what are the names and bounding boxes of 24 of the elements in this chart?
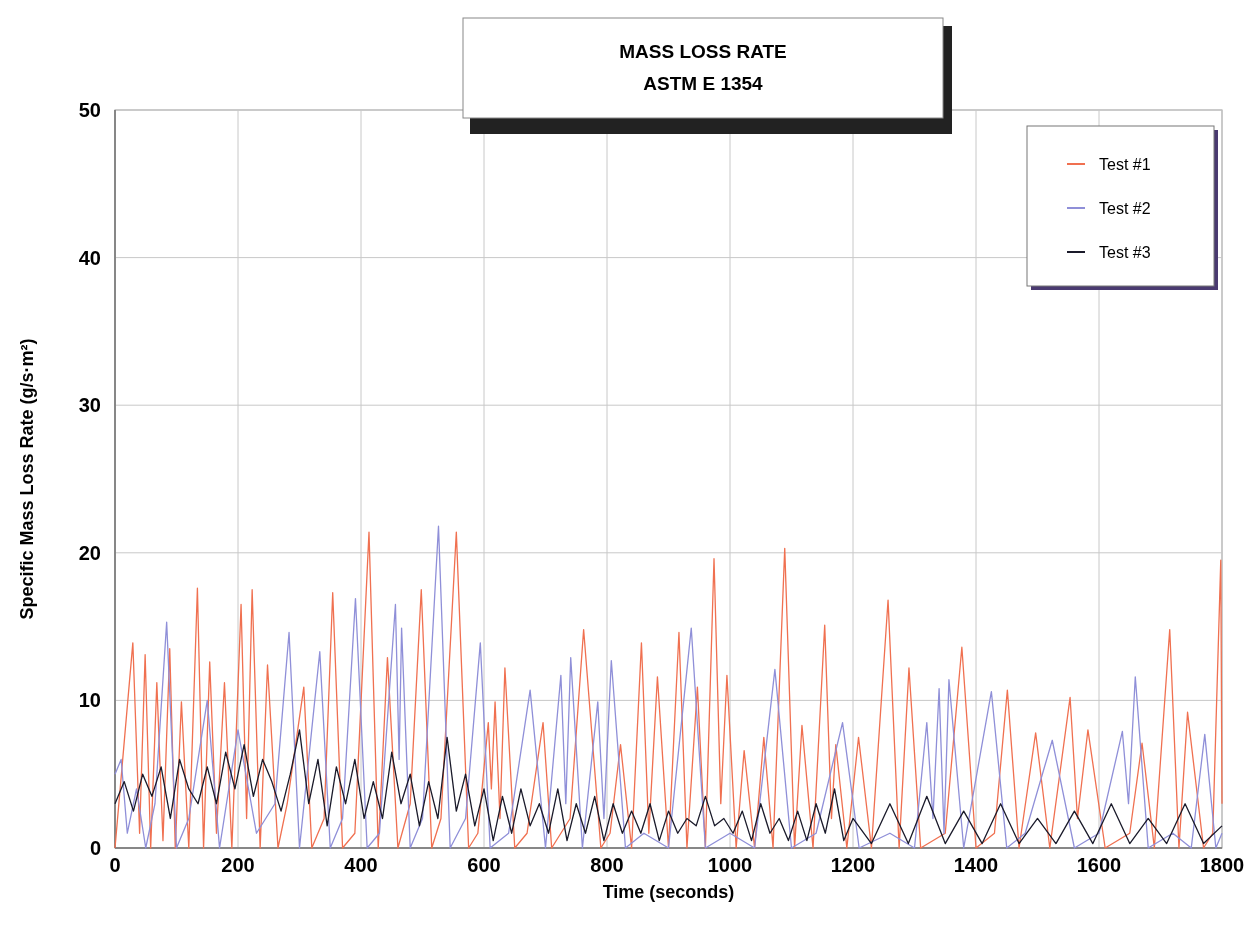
x-tick-label: 800 [590,854,624,876]
x-tick-label: 1200 [830,854,876,876]
y-tick-label: 0 [89,837,101,859]
line-series [114,729,1223,845]
x-tick-label: 400 [344,854,378,876]
chart-subtitle: ASTM E 1354 [643,73,764,94]
x-axis-title: Time (seconds) [602,882,735,902]
x-tick-label: 1400 [953,854,999,876]
chart-title: MASS LOSS RATE [619,41,787,62]
y-tick-label: 30 [78,394,101,417]
x-tick-label: 600 [467,854,501,876]
x-tick-label: 1000 [707,854,753,876]
legend-label: Test #1 [1099,156,1151,173]
y-tick-label: 20 [78,541,101,564]
x-tick-label: 1800 [1199,854,1245,876]
x-tick-label: 1600 [1076,854,1122,876]
legend-label: Test #2 [1099,200,1151,217]
x-tick-label: 200 [221,854,255,876]
x-tick-label: 0 [109,854,121,876]
y-tick-label: 40 [78,246,101,269]
y-tick-label: 50 [78,99,101,121]
y-axis-title: Specific Mass Loss Rate (g/s·m²) [17,338,37,620]
y-tick-label: 10 [78,689,101,712]
legend-label: Test #3 [1099,244,1151,261]
